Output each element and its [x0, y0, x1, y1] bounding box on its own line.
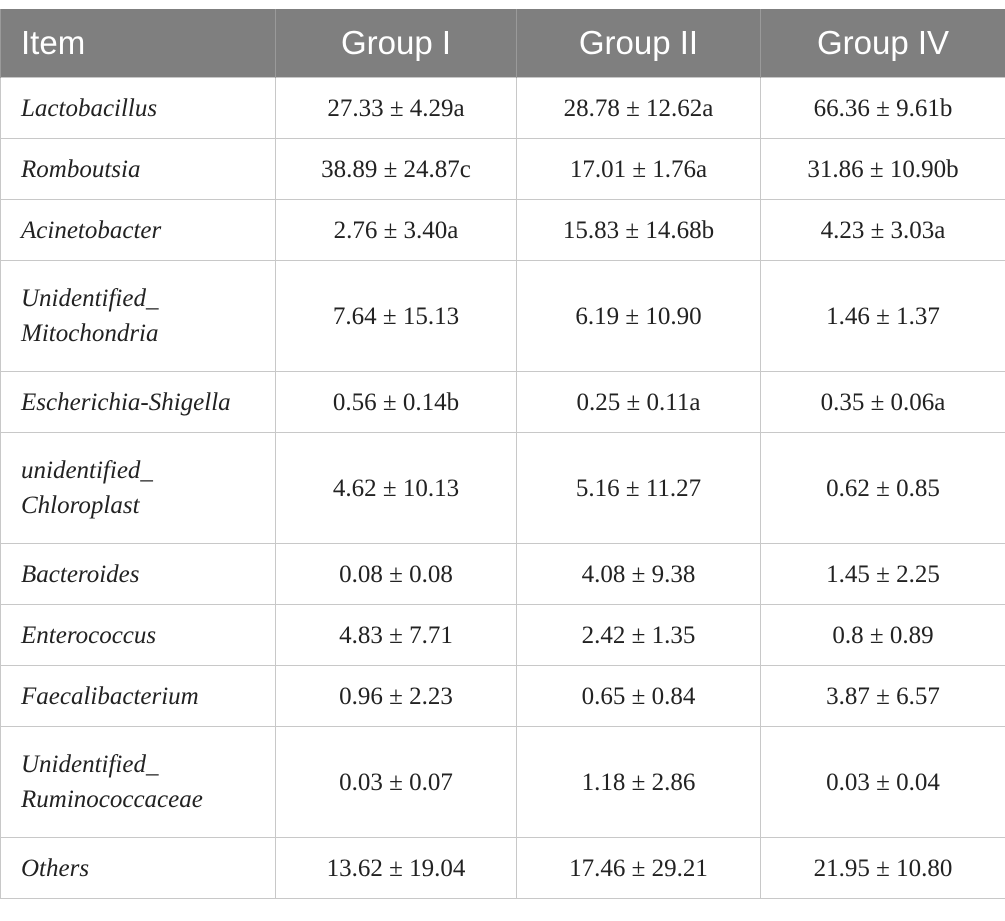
- item-name-line: Chloroplast: [21, 492, 140, 519]
- table-row: Faecalibacterium 0.96 ± 2.23 0.65 ± 0.84 3.…: [0, 665, 1005, 727]
- cell-group-ii: 5.16 ± 11.27: [516, 432, 761, 544]
- cell-group-i: 0.03 ± 0.07: [275, 726, 517, 838]
- cell-group-ii: 28.78 ± 12.62a: [516, 77, 761, 139]
- item-name-line: Lactobacillus: [21, 94, 158, 122]
- cell-group-iv: 3.87 ± 6.57: [760, 665, 1005, 727]
- table-row: Unidentified_ Ruminococcaceae 0.03 ± 0.07 1…: [0, 726, 1005, 838]
- item-name-line: Others: [21, 854, 90, 882]
- item-name-line: Unidentified_: [21, 285, 159, 312]
- cell-item: Lactobacillus: [0, 77, 276, 139]
- cell-group-ii: 2.42 ± 1.35: [516, 604, 761, 666]
- cell-group-ii: 1.18 ± 2.86: [516, 726, 761, 838]
- cell-group-iv: 1.46 ± 1.37: [760, 260, 1005, 372]
- cell-item: Escherichia-Shigella: [0, 371, 276, 433]
- item-name-line: Mitochondria: [21, 320, 159, 347]
- cell-group-iv: 31.86 ± 10.90b: [760, 138, 1005, 200]
- cell-group-ii: 6.19 ± 10.90: [516, 260, 761, 372]
- item-name-line: Bacteroides: [21, 560, 140, 588]
- table-row: Escherichia-Shigella 0.56 ± 0.14b 0.25 ± 0…: [0, 371, 1005, 433]
- table-row: unidentified_ Chloroplast 4.62 ± 10.13 5.16…: [0, 432, 1005, 544]
- cell-group-iv: 0.03 ± 0.04: [760, 726, 1005, 838]
- cell-group-i: 38.89 ± 24.87c: [275, 138, 517, 200]
- item-name-line: Enterococcus: [21, 621, 157, 649]
- item-name-line: Faecalibacterium: [21, 682, 199, 710]
- cell-group-iv: 0.35 ± 0.06a: [760, 371, 1005, 433]
- cell-item: Bacteroides: [0, 543, 276, 605]
- item-name-line: unidentified_: [21, 457, 153, 484]
- table-row: Romboutsia 38.89 ± 24.87c 17.01 ± 1.76a 31.…: [0, 138, 1005, 200]
- cell-group-i: 27.33 ± 4.29a: [275, 77, 517, 139]
- cell-group-ii: 0.65 ± 0.84: [516, 665, 761, 727]
- cell-item: Acinetobacter: [0, 199, 276, 261]
- cell-group-ii: 17.46 ± 29.21: [516, 837, 761, 899]
- cell-group-iv: 21.95 ± 10.80: [760, 837, 1005, 899]
- cell-item: Romboutsia: [0, 138, 276, 200]
- cell-item: Others: [0, 837, 276, 899]
- item-name-line: Escherichia-Shigella: [21, 388, 231, 416]
- cell-item: Unidentified_ Mitochondria: [0, 260, 276, 372]
- cell-group-iv: 66.36 ± 9.61b: [760, 77, 1005, 139]
- table-row: Lactobacillus 27.33 ± 4.29a 28.78 ± 12.62a…: [0, 77, 1005, 139]
- cell-group-ii: 0.25 ± 0.11a: [516, 371, 761, 433]
- cell-group-iv: 4.23 ± 3.03a: [760, 199, 1005, 261]
- cell-group-iv: 0.62 ± 0.85: [760, 432, 1005, 544]
- cell-item: unidentified_ Chloroplast: [0, 432, 276, 544]
- cell-group-ii: 17.01 ± 1.76a: [516, 138, 761, 200]
- item-name-line: Ruminococcaceae: [21, 786, 203, 813]
- cell-group-i: 4.83 ± 7.71: [275, 604, 517, 666]
- table-row: Unidentified_ Mitochondria 7.64 ± 15.13 6.1…: [0, 260, 1005, 372]
- item-name-line: Unidentified_: [21, 751, 159, 778]
- header-group-i: Group I: [275, 9, 517, 78]
- table-row: Acinetobacter 2.76 ± 3.40a 15.83 ± 14.68b 4…: [0, 199, 1005, 261]
- table-row: Others 13.62 ± 19.04 17.46 ± 29.21 21.95 ± …: [0, 837, 1005, 899]
- cell-group-ii: 4.08 ± 9.38: [516, 543, 761, 605]
- cell-group-i: 2.76 ± 3.40a: [275, 199, 517, 261]
- cell-item: Enterococcus: [0, 604, 276, 666]
- cell-group-ii: 15.83 ± 14.68b: [516, 199, 761, 261]
- cell-group-i: 7.64 ± 15.13: [275, 260, 517, 372]
- cell-group-iv: 0.8 ± 0.89: [760, 604, 1005, 666]
- header-group-ii: Group II: [516, 9, 761, 78]
- cell-group-i: 0.96 ± 2.23: [275, 665, 517, 727]
- cell-group-iv: 1.45 ± 2.25: [760, 543, 1005, 605]
- table-row: Bacteroides 0.08 ± 0.08 4.08 ± 9.38 1.45 ± …: [0, 543, 1005, 605]
- table-body: Lactobacillus 27.33 ± 4.29a 28.78 ± 12.62a…: [0, 77, 1005, 899]
- table-header-row: Item Group I Group II Group IV: [0, 9, 1005, 78]
- table-row: Enterococcus 4.83 ± 7.71 2.42 ± 1.35 0.8 ± …: [0, 604, 1005, 666]
- data-table: Item Group I Group II Group IV Lactobaci…: [0, 9, 1005, 899]
- item-name-line: Romboutsia: [21, 155, 141, 183]
- header-group-iv: Group IV: [760, 9, 1005, 78]
- cell-group-i: 4.62 ± 10.13: [275, 432, 517, 544]
- cell-group-i: 0.56 ± 0.14b: [275, 371, 517, 433]
- cell-group-i: 0.08 ± 0.08: [275, 543, 517, 605]
- cell-group-i: 13.62 ± 19.04: [275, 837, 517, 899]
- cell-item: Unidentified_ Ruminococcaceae: [0, 726, 276, 838]
- item-name-line: Acinetobacter: [21, 216, 162, 244]
- header-item: Item: [0, 9, 276, 78]
- cell-item: Faecalibacterium: [0, 665, 276, 727]
